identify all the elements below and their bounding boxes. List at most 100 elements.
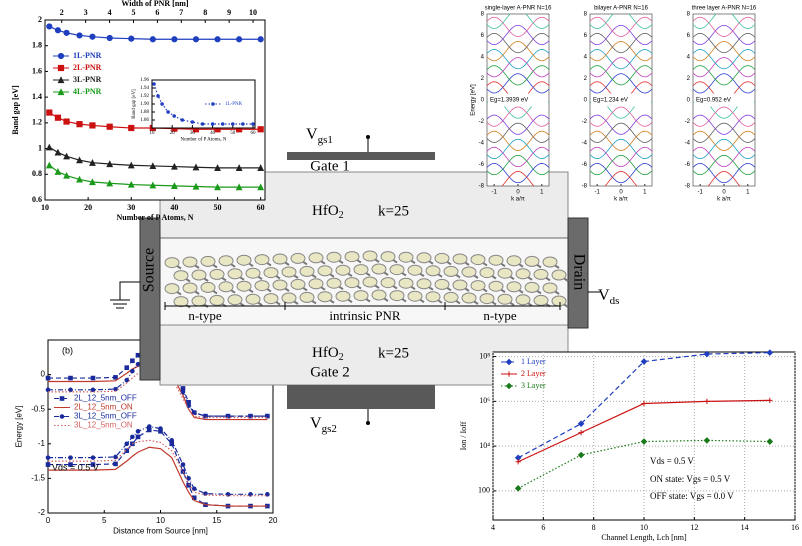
annotation: ON state: Vgs = 0.5 V [650, 474, 731, 484]
y-tick-label: 1.90 [140, 102, 149, 107]
atom [426, 266, 440, 276]
y-tick-label: -6 [685, 162, 691, 168]
marker [221, 123, 224, 126]
y-tick-label: 1.8 [32, 41, 42, 50]
marker [231, 123, 234, 126]
y-tick-label: -4 [685, 141, 691, 147]
marker [55, 28, 60, 33]
marker [91, 388, 95, 392]
y-tick-label: -2 [38, 508, 46, 517]
annotation: (b) [62, 345, 73, 355]
atom [300, 266, 314, 276]
atom [219, 282, 233, 292]
gate-top-label: Gate 1 [310, 158, 350, 174]
source-label: Source [141, 248, 158, 292]
atom [237, 281, 251, 291]
marker [150, 37, 155, 42]
marker [129, 36, 134, 41]
marker [136, 362, 140, 366]
atom [174, 297, 188, 307]
symbol: HfO [312, 203, 339, 219]
atom [210, 295, 224, 305]
marker [90, 34, 95, 39]
x2-tick-label: 3 [84, 8, 88, 17]
marker [69, 388, 73, 392]
legend-label: 3L_12_5nm_OFF [74, 412, 137, 421]
atom [282, 267, 296, 277]
x-axis-label: Number of P Atoms, N [180, 138, 226, 143]
x-axis-label: k a/π [717, 197, 731, 203]
atom [363, 251, 377, 261]
atom [291, 253, 305, 263]
marker [136, 435, 140, 439]
y-tick-label: -6 [479, 162, 485, 168]
atom [489, 255, 503, 265]
marker [77, 122, 82, 127]
source-contact [140, 218, 160, 380]
atom [228, 269, 242, 279]
marker [55, 115, 60, 120]
atom [192, 270, 206, 280]
marker [64, 30, 69, 35]
atom [525, 256, 539, 266]
atom [534, 295, 548, 305]
legend-label: 3 Layer [521, 381, 546, 390]
y-tick-label: 1.2 [32, 118, 42, 127]
atom [462, 267, 476, 277]
marker [131, 359, 135, 363]
gate-top-bar [287, 152, 435, 160]
atom [273, 254, 287, 264]
atom [534, 269, 548, 279]
gap-label: Eg=0.952 eV [696, 98, 731, 104]
atom [318, 266, 332, 276]
atom [435, 279, 449, 289]
gate-bottom-label: Gate 2 [310, 364, 350, 380]
atom [273, 280, 287, 290]
atom [417, 253, 431, 263]
marker [125, 442, 129, 446]
x2-tick-label: 5 [131, 8, 135, 17]
panel-title: three layer A-PNR N=16 [692, 6, 757, 12]
drain-label: Drain [570, 254, 587, 290]
atom [246, 268, 260, 278]
y-tick-label: -2 [582, 119, 588, 125]
x2-tick-label: 8 [203, 8, 207, 17]
atom [381, 252, 395, 262]
atom [237, 255, 251, 265]
x-tick-label: -1 [594, 190, 600, 196]
atom [498, 268, 512, 278]
legend-label: 3L-PNR [73, 75, 102, 84]
gap-label: Eg=1.3939 eV [490, 98, 528, 104]
legend-label: 4L-PNR [73, 87, 102, 96]
atom [363, 277, 377, 287]
atom [201, 282, 215, 292]
x2-tick-label: 7 [179, 8, 183, 17]
marker [46, 376, 50, 380]
atom [480, 268, 494, 278]
x-tick-label: 16 [791, 523, 799, 532]
atom [399, 252, 413, 262]
legend-marker [60, 415, 64, 419]
y-tick-label: 1.4 [32, 92, 42, 101]
x-tick-label: 15 [212, 516, 221, 525]
atom [372, 290, 386, 300]
marker [46, 456, 50, 460]
symbol: V [598, 287, 610, 304]
k-top-label: k=25 [378, 203, 409, 219]
y-tick-label: 2 [38, 15, 42, 24]
x2-axis-label: Width of PNR [nm] [121, 0, 189, 8]
x-tick-label: 12 [690, 523, 698, 532]
marker [181, 119, 184, 122]
marker [136, 430, 140, 434]
annotation: Vds = 0.5 V [52, 462, 99, 472]
atom [264, 268, 278, 278]
x-tick-label: 6 [541, 523, 545, 532]
gap-label: Eg=1.234 eV [593, 98, 628, 104]
marker [252, 123, 255, 126]
x-tick-label: 4 [491, 523, 495, 532]
atom [255, 281, 269, 291]
marker [129, 125, 134, 130]
x-tick-label: 0 [46, 516, 51, 525]
atom [354, 291, 368, 301]
